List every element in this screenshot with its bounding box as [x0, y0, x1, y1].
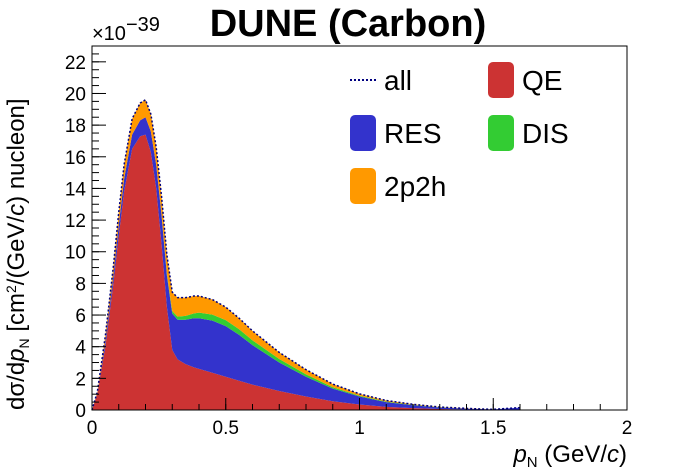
stacked-areas	[92, 99, 520, 411]
chart-title: DUNE (Carbon)	[210, 3, 487, 45]
x-tick-label: 0	[87, 418, 98, 439]
y-tick-label: 16	[65, 148, 86, 169]
legend-swatch-2p2h	[350, 168, 376, 204]
y-axis-label-p6: /(GeV/	[3, 216, 30, 286]
y-tick-label: 22	[65, 53, 86, 74]
y-tick-label: 14	[65, 179, 87, 200]
y-tick-label: 0	[75, 401, 86, 422]
legend-label-all: all	[384, 65, 412, 96]
y-axis-label-p3: N	[16, 338, 32, 348]
x-axis-label-rest: (GeV/	[538, 441, 608, 468]
y-multiplier-base: ×10	[92, 23, 126, 45]
legend-swatch-qe	[488, 62, 514, 98]
legend-swatch-res	[350, 115, 376, 151]
series-all-line	[91, 98, 521, 411]
legend-swatch-dis	[488, 115, 514, 151]
y-tick-label: 18	[65, 116, 86, 137]
y-tick-label: 4	[75, 338, 86, 359]
y-multiplier-exponent: −39	[126, 14, 160, 36]
y-tick-label: 12	[65, 211, 86, 232]
legend: all QE RES DIS 2p2h	[350, 62, 569, 204]
y-tick-label: 2	[75, 369, 86, 390]
y-tick-label: 10	[65, 243, 86, 264]
legend-label-qe: QE	[522, 65, 562, 96]
x-tick-label: 2	[622, 418, 633, 439]
area-qe	[92, 134, 520, 410]
y-axis-label-p2: p	[3, 348, 30, 362]
y-axis-label-p5: 2	[3, 285, 19, 293]
x-axis-label-var: p	[512, 441, 526, 468]
y-tick-label: 20	[65, 84, 86, 105]
y-axis-label-p7: c	[3, 204, 30, 216]
x-tick-label: 1	[354, 418, 365, 439]
y-axis-label-p4: [cm	[3, 293, 30, 338]
y-axis-label-p8: ) nucleon]	[3, 98, 30, 203]
legend-label-dis: DIS	[522, 118, 569, 149]
legend-label-2p2h: 2p2h	[384, 171, 446, 202]
y-axis-label-p1: dσ/d	[3, 362, 30, 410]
area-res	[92, 117, 520, 410]
y-multiplier: ×10−39	[92, 14, 160, 45]
y-tick-label: 6	[75, 306, 86, 327]
x-tick-label: 0.5	[213, 418, 239, 439]
x-axis-label-sub: N	[527, 454, 538, 471]
x-axis-ticks: 0 0.5 1 1.5 2	[87, 398, 633, 439]
y-axis-label: dσ/dpN [cm2/(GeV/c) nucleon]	[3, 98, 32, 410]
x-axis-label-unit: c	[607, 441, 619, 468]
legend-label-res: RES	[384, 118, 442, 149]
x-axis-label: pN (GeV/c)	[512, 441, 627, 471]
x-axis-label-close: )	[619, 441, 627, 468]
y-axis-ticks: 0 2 4 6 8 10 12 14 16 18 20 22	[65, 45, 106, 422]
x-tick-label: 1.5	[480, 418, 506, 439]
y-tick-label: 8	[75, 274, 86, 295]
